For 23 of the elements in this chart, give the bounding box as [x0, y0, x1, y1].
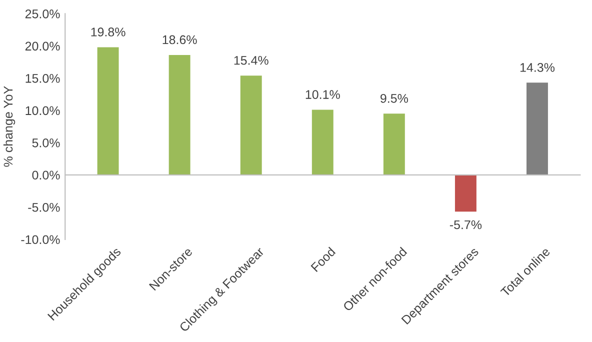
y-tick-label: -5.0% [28, 202, 60, 212]
data-label: 18.6% [162, 35, 197, 44]
y-tick-label: 25.0% [25, 9, 60, 18]
y-tick-label: 15.0% [26, 74, 60, 83]
bar [168, 54, 190, 175]
bar [97, 47, 119, 175]
bar [240, 76, 262, 175]
data-label: 19.8% [91, 28, 126, 36]
bar [312, 110, 334, 175]
y-tick-label: 10.0% [26, 106, 60, 116]
bar [526, 82, 548, 175]
bar [454, 174, 476, 212]
y-tick-label: 0.0% [32, 170, 60, 180]
data-label: 9.5% [380, 94, 408, 103]
data-label: 15.4% [234, 56, 268, 65]
y-tick-label: 20.0% [25, 42, 60, 51]
y-axis-title: % change YoY [3, 86, 16, 167]
data-label: -5.7% [450, 220, 482, 230]
bar [383, 114, 405, 175]
data-label: 10.1% [306, 90, 340, 99]
y-tick-label: -10.0% [21, 235, 60, 244]
y-tick-label: 5.0% [32, 138, 60, 148]
data-label: 14.3% [520, 63, 555, 72]
